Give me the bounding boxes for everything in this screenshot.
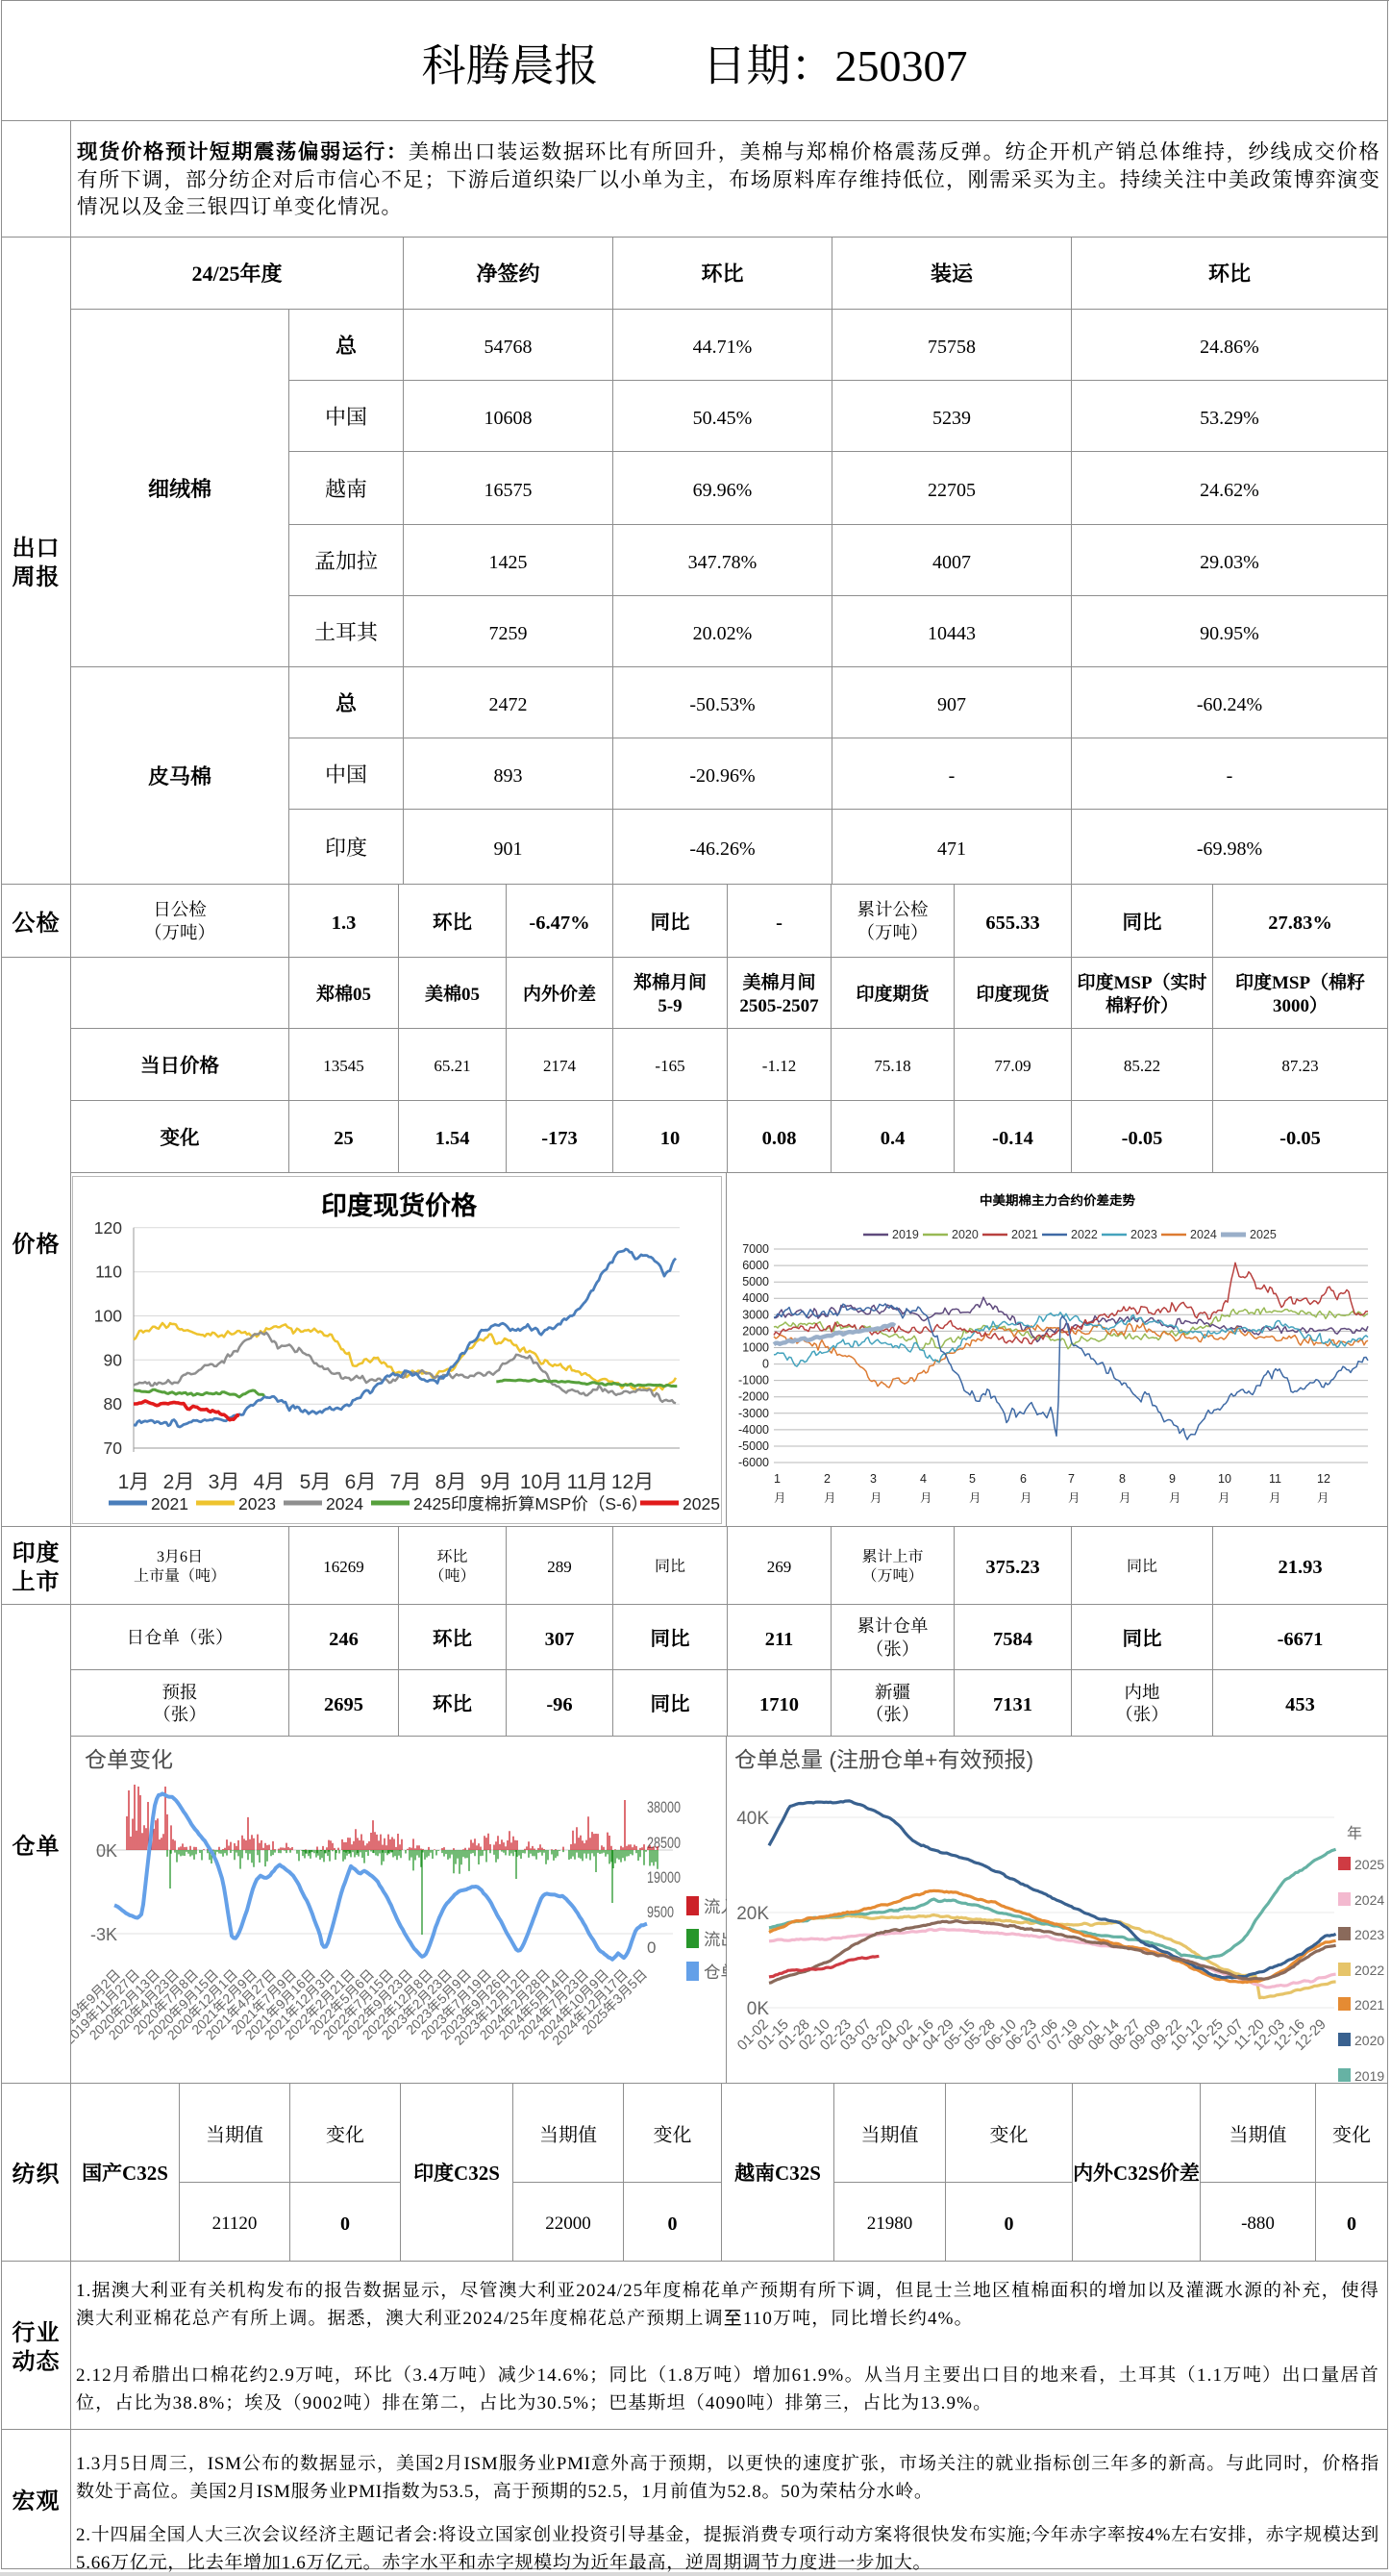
- svg-text:2021: 2021: [1354, 1997, 1384, 2013]
- svg-text:2023: 2023: [238, 1491, 276, 1515]
- svg-text:-4000: -4000: [738, 1423, 769, 1437]
- svg-text:9500: 9500: [647, 1903, 674, 1921]
- svg-text:11月: 11月: [567, 1466, 609, 1495]
- svg-text:月: 月: [1317, 1488, 1329, 1506]
- svg-text:-6000: -6000: [738, 1456, 769, 1469]
- svg-text:12月: 12月: [611, 1466, 654, 1495]
- svg-text:-1000: -1000: [738, 1374, 769, 1388]
- svg-text:印度现货价格: 印度现货价格: [321, 1185, 478, 1222]
- svg-text:-2000: -2000: [738, 1390, 769, 1404]
- svg-text:40K: 40K: [736, 1809, 769, 1829]
- svg-text:2022: 2022: [1354, 1963, 1384, 1978]
- svg-text:9月: 9月: [481, 1466, 512, 1495]
- svg-text:月: 月: [1269, 1488, 1281, 1506]
- svg-text:1月: 1月: [118, 1466, 150, 1495]
- svg-text:80: 80: [104, 1394, 123, 1413]
- svg-text:2月: 2月: [163, 1466, 195, 1495]
- svg-text:6: 6: [1020, 1472, 1027, 1486]
- svg-text:2000: 2000: [742, 1324, 769, 1338]
- svg-text:4月: 4月: [254, 1466, 286, 1495]
- svg-text:100: 100: [94, 1307, 122, 1326]
- svg-text:0: 0: [647, 1938, 656, 1957]
- svg-text:3000: 3000: [742, 1308, 769, 1321]
- svg-text:4: 4: [920, 1472, 927, 1486]
- svg-text:70: 70: [104, 1438, 123, 1458]
- svg-text:月: 月: [1068, 1488, 1081, 1506]
- svg-text:2023: 2023: [1130, 1228, 1157, 1241]
- svg-text:12: 12: [1317, 1472, 1330, 1486]
- svg-text:20K: 20K: [736, 1904, 769, 1924]
- svg-text:9: 9: [1169, 1472, 1176, 1486]
- svg-text:11: 11: [1269, 1472, 1281, 1486]
- svg-text:月: 月: [1169, 1488, 1181, 1506]
- svg-text:月: 月: [920, 1488, 932, 1506]
- svg-text:2019: 2019: [892, 1228, 919, 1241]
- svg-text:5月: 5月: [300, 1466, 332, 1495]
- svg-text:2025: 2025: [1250, 1228, 1277, 1241]
- svg-text:月: 月: [1119, 1488, 1131, 1506]
- svg-text:2021: 2021: [1011, 1228, 1038, 1241]
- svg-text:月: 月: [870, 1488, 882, 1506]
- svg-text:仓单变化: 仓单变化: [85, 1741, 173, 1774]
- svg-text:6000: 6000: [742, 1259, 769, 1272]
- svg-text:2022: 2022: [1071, 1228, 1098, 1241]
- svg-text:10: 10: [1218, 1472, 1231, 1486]
- svg-text:0K: 0K: [96, 1841, 117, 1861]
- svg-text:10月: 10月: [520, 1466, 562, 1495]
- svg-text:5000: 5000: [742, 1275, 769, 1288]
- svg-text:6月: 6月: [345, 1466, 377, 1495]
- svg-text:19000: 19000: [647, 1868, 681, 1887]
- svg-text:-3K: -3K: [90, 1925, 117, 1944]
- svg-text:8: 8: [1119, 1472, 1126, 1486]
- svg-text:7月: 7月: [390, 1466, 422, 1495]
- svg-text:120: 120: [94, 1218, 122, 1238]
- svg-text:0K: 0K: [747, 1999, 770, 2019]
- svg-text:38000: 38000: [647, 1798, 681, 1816]
- svg-text:2: 2: [824, 1472, 831, 1486]
- svg-text:仓单总量 (注册仓单+有效预报): 仓单总量 (注册仓单+有效预报): [734, 1741, 1033, 1774]
- svg-text:2020: 2020: [1354, 2033, 1384, 2048]
- svg-text:流出: 流出: [704, 1927, 727, 1951]
- svg-text:28500: 28500: [647, 1834, 681, 1852]
- svg-text:2019: 2019: [1354, 2068, 1384, 2084]
- svg-text:0: 0: [762, 1358, 769, 1371]
- svg-text:月: 月: [1020, 1488, 1032, 1506]
- svg-text:2020: 2020: [952, 1228, 979, 1241]
- svg-text:月: 月: [969, 1488, 981, 1506]
- svg-text:3: 3: [870, 1472, 877, 1486]
- svg-text:年: 年: [1347, 1820, 1362, 1843]
- svg-text:月: 月: [774, 1488, 786, 1506]
- svg-text:月: 月: [824, 1488, 836, 1506]
- svg-text:2021: 2021: [151, 1491, 188, 1515]
- svg-text:2024: 2024: [1190, 1228, 1217, 1241]
- svg-text:1: 1: [774, 1472, 781, 1486]
- svg-text:流入: 流入: [704, 1894, 727, 1918]
- svg-text:-3000: -3000: [738, 1407, 769, 1420]
- svg-text:中美期棉主力合约价差走势: 中美期棉主力合约价差走势: [980, 1189, 1135, 1209]
- svg-text:7000: 7000: [742, 1242, 769, 1256]
- svg-text:-5000: -5000: [738, 1439, 769, 1453]
- svg-text:4000: 4000: [742, 1291, 769, 1305]
- svg-text:2025: 2025: [1354, 1857, 1384, 1872]
- svg-text:7: 7: [1068, 1472, 1075, 1486]
- svg-text:1000: 1000: [742, 1341, 769, 1355]
- svg-text:2023: 2023: [1354, 1927, 1384, 1942]
- svg-text:2024: 2024: [1354, 1892, 1384, 1908]
- svg-text:2425印度棉折算MSP价（S-6）: 2425印度棉折算MSP价（S-6）: [413, 1491, 648, 1515]
- svg-text:2025: 2025: [683, 1491, 720, 1515]
- svg-text:2024: 2024: [326, 1491, 363, 1515]
- svg-text:110: 110: [95, 1263, 122, 1282]
- svg-text:月: 月: [1218, 1488, 1230, 1506]
- svg-text:5: 5: [969, 1472, 976, 1486]
- svg-text:仓单: 仓单: [704, 1960, 727, 1984]
- svg-text:3月: 3月: [209, 1466, 240, 1495]
- svg-text:90: 90: [104, 1350, 123, 1369]
- svg-text:8月: 8月: [435, 1466, 467, 1495]
